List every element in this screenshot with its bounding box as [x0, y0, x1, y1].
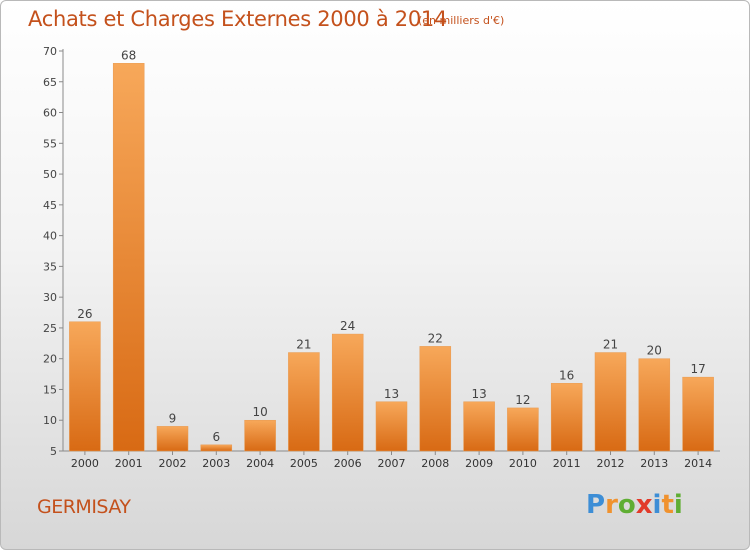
logo-letter: P: [586, 490, 606, 520]
chart-unit: (en milliers d'€): [418, 14, 505, 27]
x-tick-label: 2002: [159, 457, 187, 470]
y-tick-label: 30: [43, 291, 57, 304]
logo-letter: i: [673, 490, 683, 520]
data-label-2006: 24: [340, 319, 355, 333]
bar-2006: [331, 333, 364, 452]
y-tick-label: 20: [43, 353, 57, 366]
x-tick-label: 2011: [553, 457, 581, 470]
data-label-2007: 13: [384, 387, 399, 401]
bar-2005: [288, 352, 320, 452]
bar-2001: [112, 63, 145, 452]
x-tick-label: 2006: [334, 457, 362, 470]
x-tick-label: 2004: [246, 457, 274, 470]
data-label-2001: 68: [121, 48, 136, 62]
data-label-2002: 9: [169, 411, 177, 425]
data-label-2000: 26: [77, 307, 92, 321]
x-tick-label: 2001: [115, 457, 143, 470]
data-label-2010: 12: [515, 393, 530, 407]
data-label-2013: 20: [647, 344, 662, 358]
bar-2011: [550, 383, 583, 452]
place-name: GERMISAY: [37, 496, 131, 518]
bar-2012: [594, 352, 627, 452]
logo-letter: o: [617, 490, 636, 520]
logo-letter: i: [652, 490, 662, 520]
data-label-2004: 10: [252, 405, 267, 419]
x-tick-label: 2008: [421, 457, 449, 470]
bar-2008: [419, 346, 452, 452]
x-tick-label: 2003: [202, 457, 230, 470]
data-label-2008: 22: [428, 331, 443, 345]
y-tick-label: 50: [43, 168, 57, 181]
x-tick-label: 2012: [597, 457, 625, 470]
data-label-2005: 21: [296, 338, 311, 352]
bar-2004: [244, 419, 276, 452]
logo-letter: x: [635, 490, 653, 520]
y-tick-label: 25: [43, 322, 57, 335]
y-tick-label: 55: [43, 137, 57, 150]
bar-2002: [156, 426, 189, 452]
y-tick-label: 35: [43, 260, 57, 273]
y-tick-label: 60: [43, 107, 57, 120]
x-tick-label: 2005: [290, 457, 318, 470]
y-tick-label: 40: [43, 230, 57, 243]
y-tick-label: 15: [43, 383, 57, 396]
bar-2013: [638, 358, 671, 452]
bar-2010: [507, 407, 539, 452]
chart-title: Achats et Charges Externes 2000 à 2014: [28, 7, 448, 31]
x-tick-label: 2009: [465, 457, 493, 470]
y-tick-label: 70: [43, 45, 57, 58]
data-label-2012: 21: [603, 338, 618, 352]
proxiti-logo: Proxiti: [586, 490, 683, 520]
data-label-2003: 6: [212, 430, 220, 444]
x-tick-label: 2013: [640, 457, 668, 470]
data-label-2011: 16: [559, 368, 574, 382]
bar-2003: [200, 444, 233, 452]
bar-2007: [375, 401, 408, 452]
logo-letter: t: [661, 490, 674, 520]
x-tick-label: 2007: [378, 457, 406, 470]
logo-letter: r: [605, 490, 618, 520]
bar-2014: [682, 376, 714, 452]
x-tick-label: 2000: [71, 457, 99, 470]
bar-2000: [69, 321, 101, 452]
y-tick-label: 10: [43, 414, 57, 427]
y-tick-label: 45: [43, 199, 57, 212]
bar-2009: [463, 401, 495, 452]
y-tick-label: 5: [50, 445, 57, 458]
x-tick-label: 2014: [684, 457, 712, 470]
x-tick-label: 2010: [509, 457, 537, 470]
data-label-2014: 17: [690, 362, 705, 376]
bar-chart: 5 10 15 20 25 30 35 40 45 50 55 60 65 70 2000 26 2001 68…: [43, 45, 720, 470]
y-tick-label: 65: [43, 76, 57, 89]
data-label-2009: 13: [471, 387, 486, 401]
